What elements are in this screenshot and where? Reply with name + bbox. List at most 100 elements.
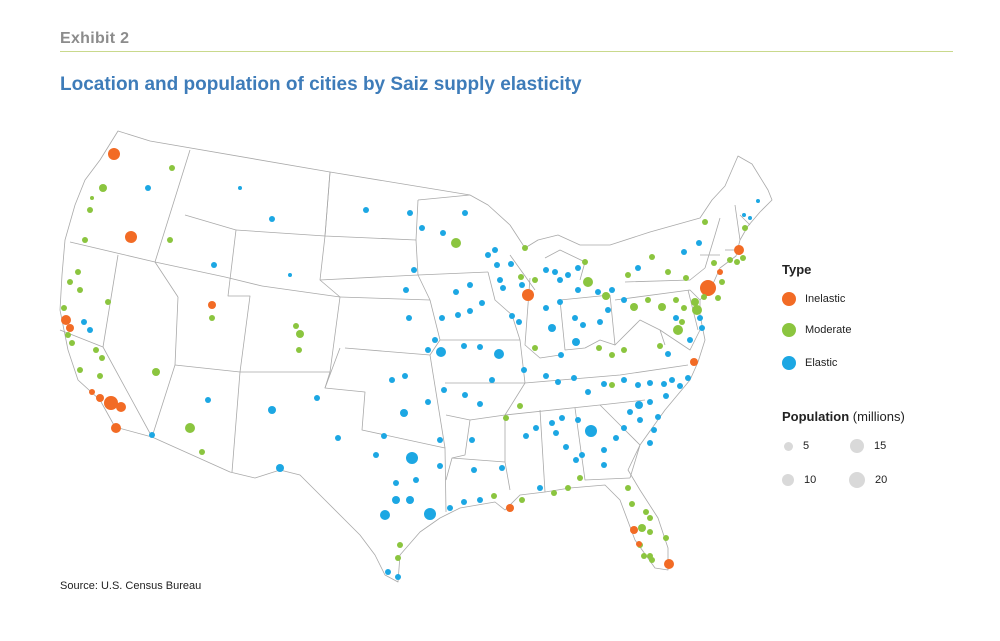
city-marker-moderate [296, 347, 302, 353]
legend-item-elastic: Elastic [782, 354, 837, 372]
pop-dot-5 [784, 441, 793, 451]
city-marker-moderate [522, 245, 528, 251]
city-marker-elastic [543, 305, 549, 311]
city-marker-elastic [437, 463, 443, 469]
city-marker-moderate [691, 298, 699, 306]
city-marker-elastic [571, 375, 577, 381]
city-marker-elastic [492, 247, 498, 253]
city-marker-elastic [609, 287, 615, 293]
city-marker-inelastic [125, 231, 137, 243]
city-marker-elastic [268, 406, 276, 414]
city-marker-elastic [572, 315, 578, 321]
city-marker-elastic [406, 496, 414, 504]
city-marker-moderate [673, 325, 683, 335]
city-marker-elastic [462, 210, 468, 216]
city-marker-elastic [573, 457, 579, 463]
city-marker-moderate [397, 542, 403, 548]
city-marker-elastic [461, 499, 467, 505]
city-marker-elastic [563, 444, 569, 450]
city-marker-moderate [625, 485, 631, 491]
city-marker-elastic [635, 401, 643, 409]
city-marker-elastic [553, 430, 559, 436]
pop-dot-20 [849, 472, 865, 488]
pop-label-15: 15 [874, 440, 887, 452]
city-marker-moderate [711, 260, 717, 266]
city-marker-elastic [585, 425, 597, 437]
city-marker-elastic [335, 435, 341, 441]
city-marker-elastic [580, 322, 586, 328]
city-marker-moderate [519, 497, 525, 503]
city-marker-elastic [393, 480, 399, 486]
city-marker-moderate [395, 555, 401, 561]
city-marker-moderate [518, 274, 524, 280]
city-marker-moderate [199, 449, 205, 455]
city-marker-elastic [635, 382, 641, 388]
city-marker-moderate [565, 485, 571, 491]
city-marker-inelastic [506, 504, 514, 512]
city-marker-inelastic [89, 389, 95, 395]
exhibit-label: Exhibit 2 [60, 30, 130, 47]
city-marker-elastic [432, 337, 438, 343]
city-marker-elastic [392, 496, 400, 504]
city-marker-elastic [439, 315, 445, 321]
city-marker-moderate [734, 259, 740, 265]
city-marker-moderate [715, 295, 721, 301]
city-marker-moderate [647, 529, 653, 535]
city-marker-elastic [477, 401, 483, 407]
city-marker-elastic [601, 462, 607, 468]
city-marker-moderate [647, 515, 653, 521]
city-marker-elastic [471, 467, 477, 473]
city-marker-elastic [211, 262, 217, 268]
legend-dot-moderate [782, 323, 796, 337]
legend-dot-elastic [782, 356, 796, 370]
city-marker-elastic [543, 373, 549, 379]
city-marker-moderate [638, 524, 646, 532]
city-marker-moderate [681, 305, 687, 311]
city-marker-elastic [601, 447, 607, 453]
city-marker-moderate [293, 323, 299, 329]
city-marker-elastic [552, 269, 558, 275]
city-marker-elastic [497, 277, 503, 283]
chart-title: Location and population of cities by Sai… [60, 74, 582, 95]
city-marker-elastic [575, 417, 581, 423]
city-marker-moderate [665, 269, 671, 275]
city-marker-moderate [663, 535, 669, 541]
city-marker-elastic [494, 262, 500, 268]
city-marker-moderate [641, 553, 647, 559]
city-marker-moderate [451, 238, 461, 248]
city-marker-elastic [557, 299, 563, 305]
city-marker-moderate [77, 367, 83, 373]
city-marker-elastic [697, 315, 703, 321]
city-marker-elastic [621, 377, 627, 383]
city-marker-elastic [543, 267, 549, 273]
city-marker-elastic [145, 185, 151, 191]
pop-title-bold: Population [782, 409, 850, 424]
city-marker-elastic [402, 373, 408, 379]
city-marker-elastic [549, 420, 555, 426]
city-marker-moderate [517, 403, 523, 409]
city-marker-elastic [494, 349, 504, 359]
city-marker-elastic [655, 414, 661, 420]
city-marker-elastic [485, 252, 491, 258]
city-marker-elastic [461, 343, 467, 349]
city-marker-inelastic [61, 315, 71, 325]
city-marker-elastic [585, 389, 591, 395]
city-marker-elastic [621, 297, 627, 303]
city-marker-moderate [602, 292, 610, 300]
city-marker-elastic [661, 381, 667, 387]
legend-pop-15: 15 [850, 436, 886, 456]
city-marker-elastic [425, 347, 431, 353]
city-marker-moderate [65, 332, 71, 338]
legend-label-inelastic: Inelastic [805, 293, 846, 305]
city-marker-elastic [637, 417, 643, 423]
city-marker-inelastic [208, 301, 216, 309]
city-marker-moderate [551, 490, 557, 496]
pop-title-rest: (millions) [849, 409, 905, 424]
legend-label-moderate: Moderate [805, 324, 852, 336]
city-marker-elastic [373, 452, 379, 458]
legend-item-inelastic: Inelastic [782, 290, 845, 308]
city-marker-elastic [479, 300, 485, 306]
city-marker-moderate [657, 343, 663, 349]
city-marker-moderate [93, 347, 99, 353]
pop-label-10: 10 [804, 474, 817, 486]
